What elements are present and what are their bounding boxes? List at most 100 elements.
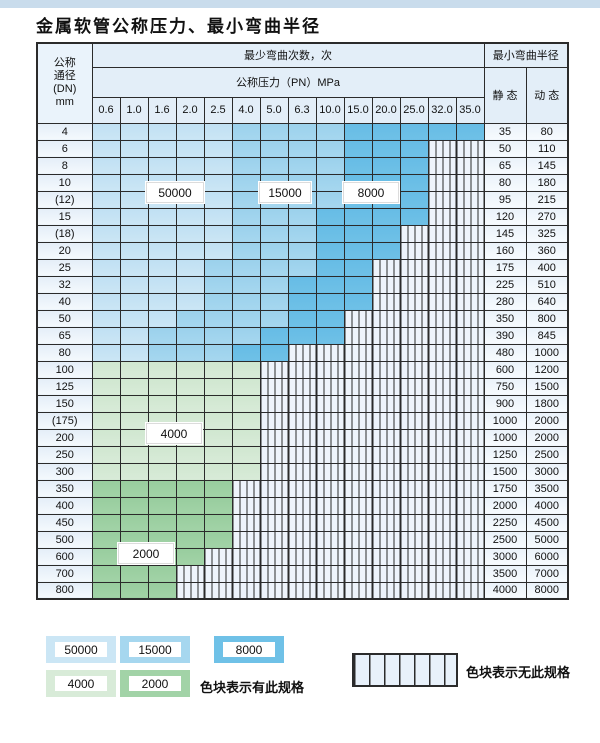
cycle-zone-cell <box>91 394 121 413</box>
no-spec-cell <box>259 411 289 430</box>
cycle-zone-cell <box>91 496 121 515</box>
cycle-zone-cell <box>371 224 401 243</box>
dynamic-radius-cell: 360 <box>525 241 569 260</box>
pressure-tick: 4.0 <box>231 96 261 124</box>
cycle-zone-cell <box>315 190 345 209</box>
no-spec-cell <box>371 411 401 430</box>
no-spec-cell <box>259 581 289 600</box>
cycle-zone-cell <box>287 241 317 260</box>
cycle-zone-cell <box>371 139 401 158</box>
no-spec-cell <box>343 326 373 345</box>
cycle-zone-cell <box>175 547 205 566</box>
cycle-zone-cell <box>147 496 177 515</box>
cycle-zone-cell <box>231 122 261 141</box>
dynamic-radius-cell: 1000 <box>525 343 569 362</box>
cycle-zone-cell <box>91 258 121 277</box>
cycle-zone-cell <box>287 292 317 311</box>
cycle-zone-cell <box>259 309 289 328</box>
no-spec-cell <box>455 564 485 583</box>
dn-cell: 500 <box>36 530 93 549</box>
legend-hatch-swatch <box>352 653 458 687</box>
no-spec-cell <box>231 581 261 600</box>
no-spec-cell <box>455 513 485 532</box>
no-spec-cell <box>203 547 233 566</box>
no-spec-cell <box>371 547 401 566</box>
no-spec-cell <box>315 428 345 447</box>
cycle-zone-cell <box>287 258 317 277</box>
no-spec-cell <box>315 377 345 396</box>
no-spec-cell <box>427 496 457 515</box>
no-spec-cell <box>287 530 317 549</box>
table-row: 50 350 800 <box>36 309 569 328</box>
zone-label-15000: 15000 <box>259 182 311 203</box>
no-spec-cell <box>259 530 289 549</box>
dynamic-column-header: 动 态 <box>525 66 569 124</box>
dynamic-radius-cell: 800 <box>525 309 569 328</box>
cycle-zone-cell <box>287 309 317 328</box>
cycle-zone-cell <box>119 173 149 192</box>
cycle-zone-cell <box>371 241 401 260</box>
dn-cell: 350 <box>36 479 93 498</box>
cycle-zone-cell <box>259 224 289 243</box>
legend-swatch-8000: 8000 <box>214 636 284 663</box>
cycle-zone-cell <box>399 156 429 175</box>
no-spec-cell <box>287 411 317 430</box>
cycle-zone-cell <box>91 360 121 379</box>
no-spec-cell <box>427 139 457 158</box>
no-spec-cell <box>455 292 485 311</box>
cycle-zone-cell <box>203 309 233 328</box>
cycle-zone-cell <box>91 275 121 294</box>
page-top-strip <box>0 0 600 8</box>
dynamic-radius-cell: 5000 <box>525 530 569 549</box>
no-spec-cell <box>427 564 457 583</box>
no-spec-cell <box>455 207 485 226</box>
cycle-zone-cell <box>119 309 149 328</box>
cycle-zone-cell <box>399 207 429 226</box>
dn-cell: 10 <box>36 173 93 192</box>
no-spec-cell <box>371 343 401 362</box>
dynamic-radius-cell: 7000 <box>525 564 569 583</box>
cycle-zone-cell <box>231 292 261 311</box>
cycle-zone-cell <box>119 343 149 362</box>
no-spec-cell <box>455 275 485 294</box>
no-spec-cell <box>455 479 485 498</box>
no-spec-cell <box>455 326 485 345</box>
static-radius-cell: 3500 <box>483 564 527 583</box>
cycle-zone-cell <box>175 343 205 362</box>
dn-cell: 25 <box>36 258 93 277</box>
no-spec-cell <box>231 513 261 532</box>
no-spec-cell <box>427 207 457 226</box>
cycle-zone-cell <box>315 156 345 175</box>
no-spec-cell <box>427 224 457 243</box>
static-radius-cell: 4000 <box>483 581 527 600</box>
no-spec-cell <box>203 564 233 583</box>
no-spec-cell <box>427 530 457 549</box>
no-spec-cell <box>427 292 457 311</box>
cycle-zone-cell <box>259 292 289 311</box>
cycle-zone-cell <box>147 224 177 243</box>
pressure-values-row: 0.6 1.0 1.6 2.0 2.5 4.0 5.0 6.3 10.0 15.0 20.0 25.0… <box>37 96 568 124</box>
dn-cell: 800 <box>36 581 93 600</box>
static-radius-cell: 1750 <box>483 479 527 498</box>
cycle-zone-cell <box>259 241 289 260</box>
no-spec-cell <box>427 445 457 464</box>
cycle-zone-cell <box>119 275 149 294</box>
static-radius-cell: 3000 <box>483 547 527 566</box>
dynamic-radius-cell: 110 <box>525 139 569 158</box>
no-spec-cell <box>371 428 401 447</box>
dn-cell: 8 <box>36 156 93 175</box>
dn-cell: 450 <box>36 513 93 532</box>
no-spec-cell <box>343 462 373 481</box>
no-spec-cell <box>343 394 373 413</box>
static-radius-cell: 120 <box>483 207 527 226</box>
cycle-zone-cell <box>315 224 345 243</box>
static-radius-cell: 750 <box>483 377 527 396</box>
cycle-zone-cell <box>175 292 205 311</box>
pressure-tick: 6.3 <box>287 96 317 124</box>
no-spec-cell <box>455 360 485 379</box>
cycle-zone-cell <box>91 581 121 600</box>
dn-cell: (12) <box>36 190 93 209</box>
cycle-zone-cell <box>203 275 233 294</box>
cycle-zone-cell <box>203 190 233 209</box>
table-row: 25 175 400 <box>36 258 569 277</box>
